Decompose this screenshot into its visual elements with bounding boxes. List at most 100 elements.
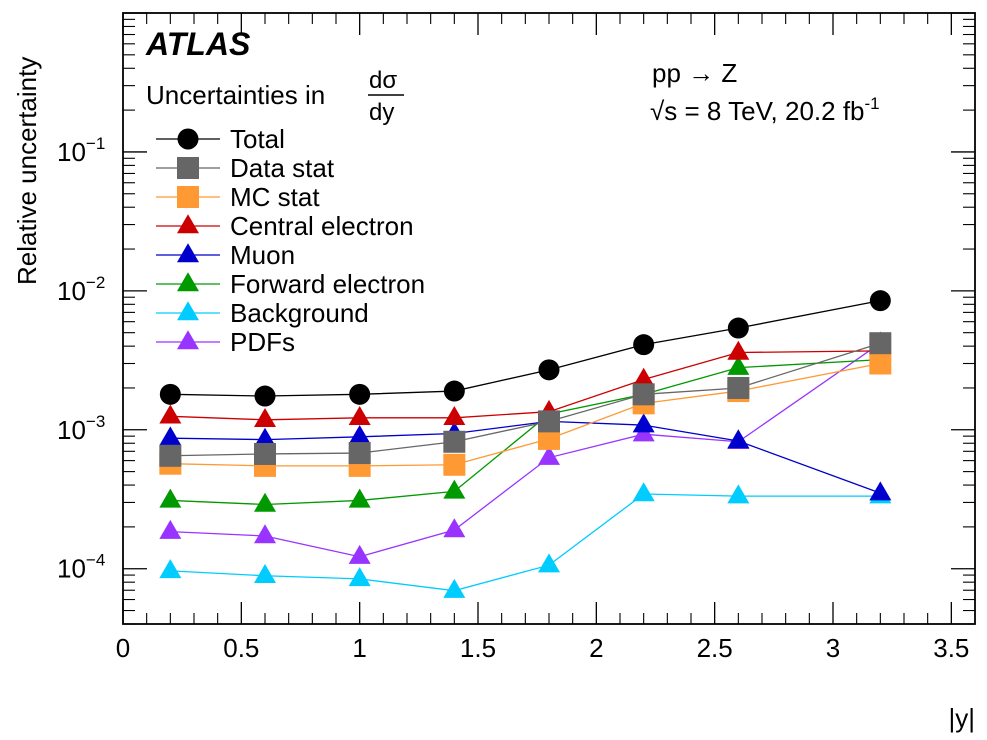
axis-ticks: [122, 12, 975, 625]
x-tick-labels: 0 0.5 1 1.5 2 2.5 3 3.5: [116, 633, 970, 663]
y-tick-label: 10−4: [57, 551, 105, 584]
central-electron-line: [170, 350, 881, 421]
legend-marker-data-stat: [177, 157, 199, 179]
legend-marker-central-electron: [177, 214, 199, 234]
total-point: [349, 383, 371, 405]
y-tick-labels: 10−410−310−210−1: [57, 134, 105, 584]
legend-marker-pdfs: [177, 330, 199, 350]
central-electron-point: [443, 406, 466, 426]
legend-label-mc-stat: MC stat: [230, 182, 320, 212]
legend-label-central-electron: Central electron: [230, 211, 414, 241]
legend-marker-background: [177, 301, 199, 321]
y-tick-label-exponent: −3: [86, 412, 105, 431]
muon-point: [632, 413, 655, 433]
legend-marker-total: [177, 128, 199, 150]
y-tick-label-base: 10: [57, 276, 86, 306]
pdfs-point: [443, 518, 466, 538]
background-line: [170, 493, 881, 592]
x-axis-label: |y|: [948, 703, 975, 733]
atlas-label: ATLAS: [145, 26, 251, 62]
legend-label-forward-electron: Forward electron: [230, 269, 425, 299]
x-tick-label: 3.5: [933, 633, 969, 663]
legend-marker-muon: [177, 243, 199, 263]
background-point: [727, 484, 750, 504]
pdfs-point: [538, 445, 560, 465]
pdfs-point: [348, 544, 371, 564]
process-label: pp → Z: [652, 58, 737, 88]
central-electron-point: [159, 404, 182, 424]
pdfs-point: [159, 519, 182, 539]
y-tick-label: 10−3: [57, 412, 105, 445]
forward-electron-point: [727, 355, 750, 375]
muon-point: [348, 425, 371, 445]
x-tick-label: 1.5: [460, 633, 496, 663]
data-stat-point: [159, 444, 182, 467]
x-tick-label: 2: [589, 633, 603, 663]
total-point: [538, 359, 560, 381]
y-tick-label: 10−1: [57, 134, 105, 167]
background-point: [538, 553, 560, 573]
series-markers: [159, 290, 892, 598]
pdfs-point: [254, 524, 276, 544]
total-point: [633, 334, 655, 356]
total-point: [443, 380, 465, 402]
central-electron-point: [254, 408, 276, 428]
x-tick-label: 0.5: [223, 633, 259, 663]
legend-label-pdfs: PDFs: [230, 327, 295, 357]
energy-label-sqrt: √s: [650, 96, 677, 126]
x-tick-label: 3: [826, 633, 840, 663]
subtitle-fraction-denominator: dy: [369, 99, 394, 126]
data-stat-point: [869, 332, 892, 355]
data-stat-point: [348, 442, 371, 465]
background-point: [632, 482, 655, 502]
series-lines: [170, 300, 881, 592]
forward-electron-point: [443, 479, 466, 499]
total-point: [254, 385, 276, 407]
mc-stat-point: [443, 453, 466, 476]
y-tick-label-base: 10: [57, 137, 86, 167]
central-electron-point: [727, 340, 750, 360]
forward-electron-line: [170, 358, 881, 506]
y-tick-label-exponent: −1: [86, 134, 105, 153]
mc-stat-point: [538, 427, 560, 450]
muon-line: [170, 420, 881, 494]
subtitle-prefix: Uncertainties in: [146, 80, 325, 110]
energy-label-main: = 8 TeV, 20.2 fb: [677, 96, 864, 126]
data-stat-point: [632, 383, 655, 406]
muon-point: [254, 427, 276, 447]
muon-point: [159, 426, 182, 446]
data-stat-point: [538, 410, 560, 433]
muon-point: [727, 429, 750, 449]
background-point: [348, 567, 371, 587]
forward-electron-point: [348, 488, 371, 508]
y-tick-label-base: 10: [57, 554, 86, 584]
data-stat-line: [170, 342, 881, 457]
energy-label: √s = 8 TeV, 20.2 fb-1: [650, 94, 880, 126]
x-tick-label: 2.5: [697, 633, 733, 663]
legend-label-total: Total: [230, 124, 285, 154]
forward-electron-point: [159, 488, 182, 508]
central-electron-point: [632, 367, 655, 387]
legend-label-background: Background: [230, 298, 369, 328]
legend-marker-forward-electron: [177, 272, 199, 292]
mc-stat-line: [170, 362, 881, 467]
energy-label-sup: -1: [865, 94, 880, 113]
mc-stat-point: [869, 352, 892, 375]
legend-label-muon: Muon: [230, 240, 295, 270]
total-line: [170, 300, 881, 397]
legend-marker-mc-stat: [177, 186, 199, 208]
y-tick-label: 10−2: [57, 273, 105, 306]
total-point: [869, 290, 891, 312]
subtitle-fraction-numerator: dσ: [369, 67, 397, 94]
y-tick-label-exponent: −4: [86, 551, 105, 570]
data-stat-point: [443, 430, 466, 453]
y-axis-label: Relative uncertainty: [12, 57, 42, 285]
x-tick-label: 1: [352, 633, 366, 663]
total-point: [159, 383, 181, 405]
muon-point: [869, 481, 892, 501]
x-tick-label: 0: [116, 633, 130, 663]
central-electron-point: [348, 406, 371, 426]
total-point: [727, 317, 749, 339]
background-point: [443, 578, 466, 598]
